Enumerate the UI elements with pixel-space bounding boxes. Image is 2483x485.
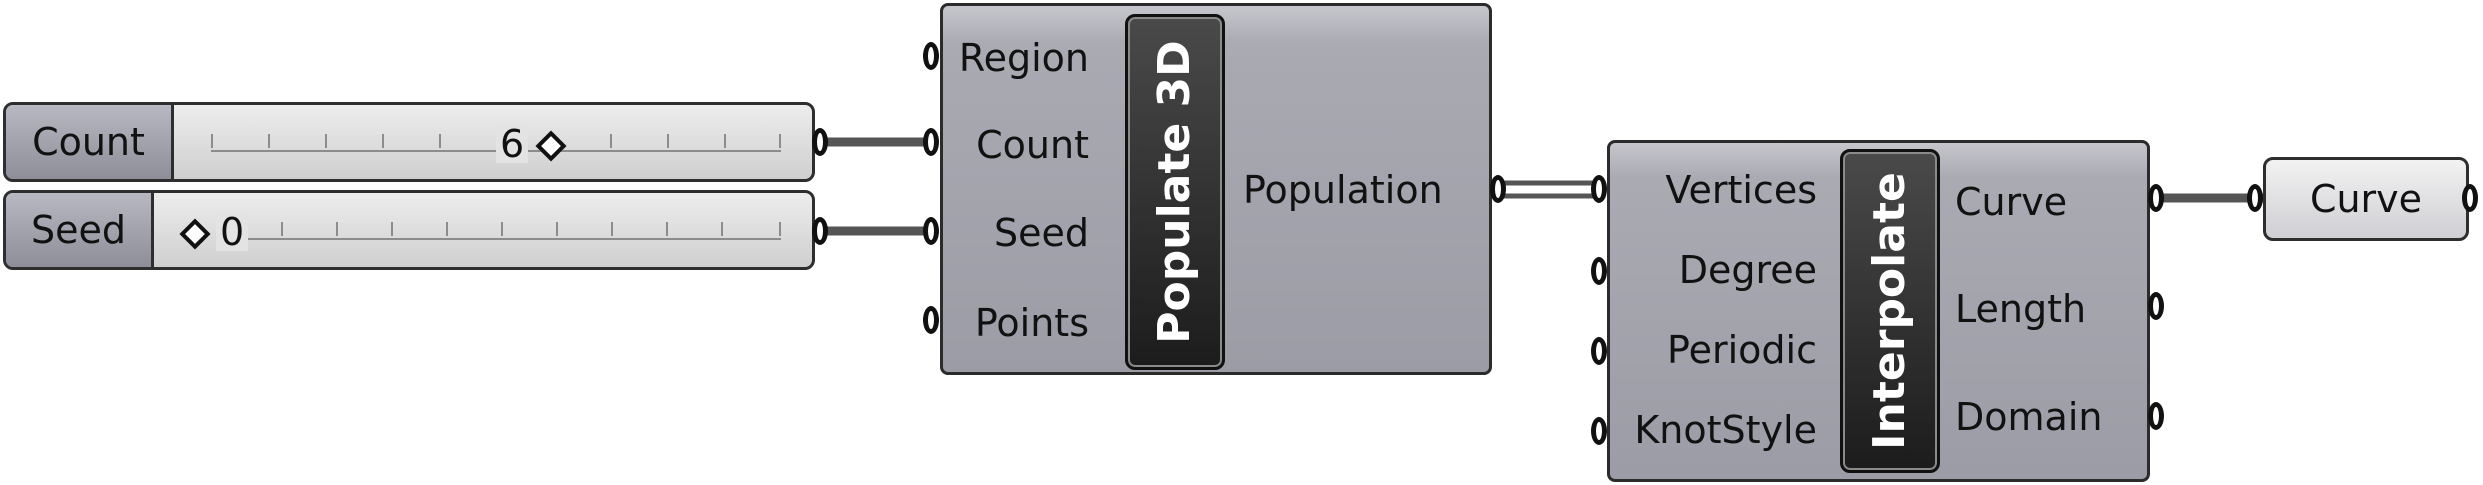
interpolate-grip-periodic[interactable]	[1591, 337, 1607, 365]
count-slider-value: 6	[496, 125, 529, 163]
interpolate-grip-length[interactable]	[2148, 292, 2164, 320]
interpolate-title: Interpolate	[1864, 172, 1915, 450]
interpolate-output-curve[interactable]: Curve	[1955, 180, 2068, 224]
seed-slider-label: Seed	[6, 193, 154, 267]
count-output-grip[interactable]	[812, 128, 828, 156]
interpolate-input-knotstyle[interactable]: KnotStyle	[1634, 408, 1817, 452]
count-slider[interactable]: Count 6	[3, 102, 815, 182]
populate-grip-population[interactable]	[1490, 175, 1506, 203]
seed-slider-handle[interactable]	[179, 218, 211, 250]
interpolate-grip-curve[interactable]	[2148, 184, 2164, 212]
curve-parameter[interactable]: Curve	[2263, 157, 2469, 241]
curve-param-input-grip[interactable]	[2247, 184, 2263, 212]
seed-slider-track[interactable]	[226, 222, 781, 240]
populate-input-seed[interactable]: Seed	[994, 211, 1089, 255]
populate-input-region[interactable]: Region	[958, 36, 1089, 80]
interpolate-component[interactable]: Vertices Degree Periodic KnotStyle Inter…	[1607, 140, 2150, 482]
curve-parameter-label: Curve	[2309, 177, 2423, 221]
populate-title: Populate 3D	[1149, 40, 1200, 344]
populate-output-population[interactable]: Population	[1243, 168, 1443, 212]
seed-slider-value: 0	[216, 213, 249, 251]
seed-slider[interactable]: Seed 0	[3, 190, 815, 270]
populate-title-bar: Populate 3D	[1125, 14, 1225, 370]
interpolate-grip-degree[interactable]	[1591, 257, 1607, 285]
interpolate-output-domain[interactable]: Domain	[1955, 395, 2103, 439]
interpolate-input-periodic[interactable]: Periodic	[1667, 328, 1817, 372]
populate-input-points[interactable]: Points	[974, 301, 1089, 345]
interpolate-output-length[interactable]: Length	[1955, 287, 2087, 331]
interpolate-grip-domain[interactable]	[2148, 402, 2164, 430]
interpolate-grip-vertices[interactable]	[1591, 175, 1607, 203]
populate-grip-count[interactable]	[923, 128, 939, 156]
curve-param-output-grip[interactable]	[2462, 184, 2478, 212]
count-slider-label: Count	[6, 105, 174, 179]
interpolate-input-degree[interactable]: Degree	[1678, 248, 1817, 292]
populate-grip-seed[interactable]	[923, 217, 939, 245]
populate-grip-points[interactable]	[923, 306, 939, 334]
interpolate-input-vertices[interactable]: Vertices	[1665, 168, 1817, 212]
interpolate-title-bar: Interpolate	[1840, 149, 1940, 473]
seed-output-grip[interactable]	[812, 217, 828, 245]
count-slider-handle[interactable]	[535, 130, 567, 162]
populate-input-count[interactable]: Count	[976, 123, 1089, 167]
populate-3d-component[interactable]: Region Count Seed Points Populate 3D Pop…	[940, 3, 1492, 375]
populate-grip-region[interactable]	[923, 42, 939, 70]
interpolate-grip-knotstyle[interactable]	[1591, 417, 1607, 445]
